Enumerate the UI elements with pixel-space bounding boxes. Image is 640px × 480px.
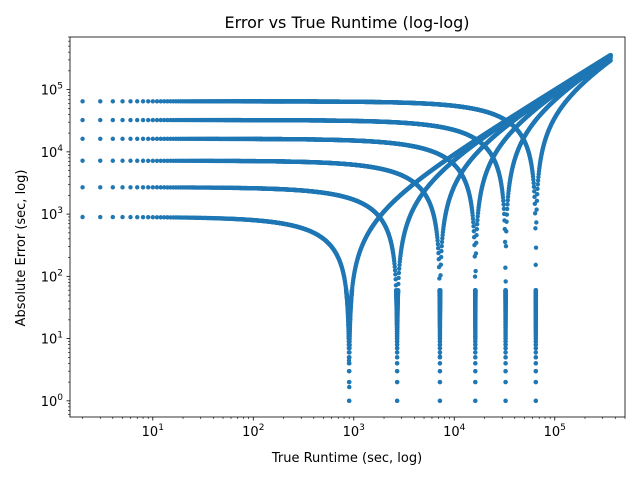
data-point: [437, 368, 443, 374]
data-point: [158, 215, 163, 220]
data-point: [135, 185, 140, 190]
data-point: [154, 136, 160, 142]
series-3: [80, 53, 613, 404]
data-point: [98, 214, 103, 220]
data-point: [395, 350, 400, 355]
data-point: [395, 355, 400, 360]
data-point: [110, 136, 116, 142]
data-point: [158, 185, 163, 190]
data-point: [347, 398, 352, 404]
data-point: [394, 398, 400, 404]
data-point: [347, 350, 352, 355]
data-points: [80, 52, 613, 404]
data-point: [162, 215, 167, 220]
data-point: [392, 268, 398, 273]
data-point: [135, 158, 140, 163]
data-point: [150, 215, 155, 220]
data-point: [140, 214, 146, 220]
data-point: [140, 136, 146, 142]
data-point: [435, 241, 441, 247]
data-point: [98, 136, 103, 142]
data-point: [110, 185, 116, 190]
data-point: [150, 185, 155, 190]
data-point: [80, 185, 85, 190]
data-point: [110, 214, 116, 220]
data-point: [438, 254, 444, 260]
data-point: [146, 158, 151, 163]
data-point: [347, 384, 352, 390]
data-point: [128, 214, 133, 220]
data-point: [146, 185, 151, 190]
data-point: [154, 158, 160, 163]
data-point: [162, 185, 167, 190]
data-point: [150, 136, 155, 142]
data-point: [128, 185, 133, 190]
data-point: [437, 398, 443, 404]
data-point: [80, 136, 85, 142]
data-point: [146, 215, 151, 220]
data-point: [110, 158, 116, 163]
data-point: [98, 158, 103, 163]
data-point: [439, 248, 444, 254]
data-point: [437, 350, 443, 355]
data-point: [438, 273, 443, 278]
data-point: [140, 158, 146, 163]
data-point: [438, 287, 443, 293]
data-point: [120, 185, 125, 190]
data-point: [347, 346, 352, 351]
data-point: [347, 368, 352, 374]
data-point: [439, 243, 444, 249]
data-point: [146, 136, 151, 142]
data-point: [135, 214, 140, 220]
data-point: [128, 158, 133, 163]
data-point: [437, 355, 443, 360]
data-point: [396, 275, 401, 281]
data-point: [394, 379, 400, 385]
data-point: [135, 136, 140, 142]
data-point: [154, 215, 160, 220]
data-point: [394, 368, 400, 374]
data-point: [120, 158, 125, 163]
data-point: [347, 355, 352, 360]
data-point: [98, 185, 103, 190]
data-point: [80, 158, 85, 163]
data-point: [437, 379, 443, 385]
data-point: [437, 361, 443, 366]
data-point: [154, 185, 160, 190]
data-point: [395, 287, 401, 293]
data-point: [438, 262, 444, 267]
data-point: [394, 361, 400, 366]
data-point: [120, 136, 125, 142]
data-point: [140, 185, 146, 190]
data-point: [347, 361, 352, 366]
data-point: [150, 158, 155, 163]
data-point: [80, 214, 85, 220]
data-point: [349, 287, 355, 293]
chart-title: Error vs True Runtime (log-log): [225, 13, 470, 32]
data-point: [343, 287, 349, 293]
data-point: [120, 214, 125, 220]
data-point: [396, 281, 401, 287]
data-point: [128, 136, 133, 142]
data-point: [347, 379, 352, 385]
data-point: [396, 270, 402, 276]
